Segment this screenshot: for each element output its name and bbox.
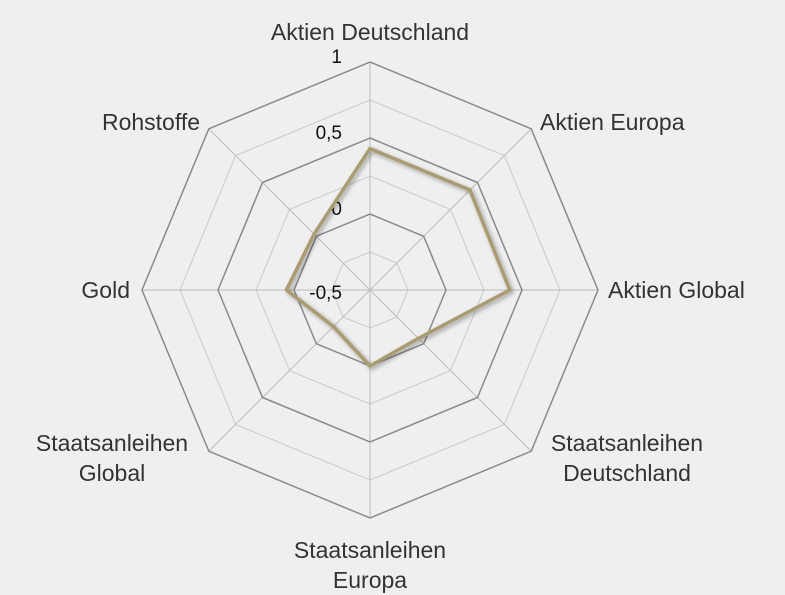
category-label: Aktien Europa bbox=[540, 109, 685, 135]
spoke bbox=[369, 128, 532, 291]
category-label: Aktien Global bbox=[608, 277, 745, 303]
series-line bbox=[284, 146, 512, 368]
category-label: Staatsanleihen Europa bbox=[293, 537, 447, 593]
y-tick-label: 0,5 bbox=[316, 123, 342, 144]
category-label: Rohstoffe bbox=[101, 109, 200, 135]
spoke bbox=[208, 289, 371, 452]
spoke bbox=[369, 289, 532, 452]
y-tick-label: -0,5 bbox=[309, 283, 342, 304]
spoke bbox=[208, 128, 371, 291]
category-label: Staatsanleihen Deutschland bbox=[550, 430, 704, 486]
grid-ring bbox=[217, 137, 523, 443]
y-tick-label: 0 bbox=[331, 199, 342, 220]
category-label: Aktien Deutschland bbox=[270, 19, 470, 45]
grid-ring bbox=[141, 61, 599, 519]
category-label: Staatsanleihen Global bbox=[35, 430, 189, 486]
y-tick-label: 1 bbox=[331, 47, 342, 68]
category-label: Gold bbox=[81, 277, 130, 303]
